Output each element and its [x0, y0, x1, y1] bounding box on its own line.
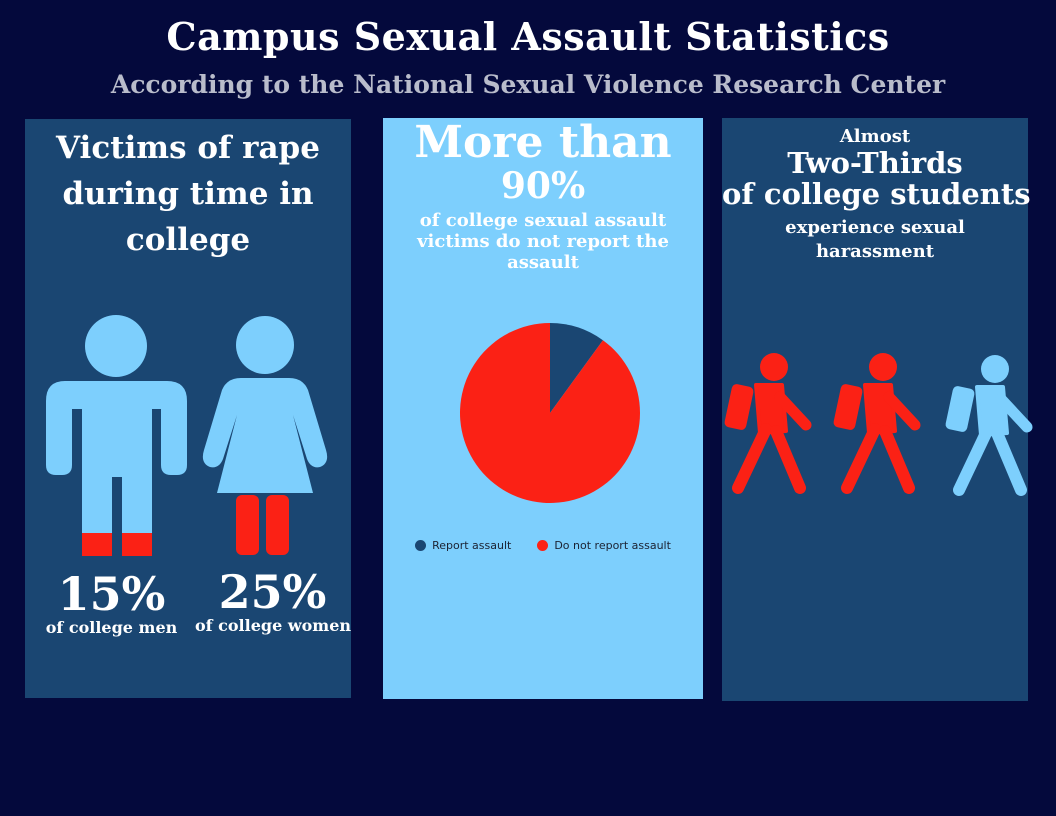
legend-swatch-not-report	[537, 540, 549, 551]
legend-item-not-report: Do not report assault	[537, 539, 671, 552]
legend-swatch-report	[415, 540, 427, 551]
harassment-lead: Almost	[839, 126, 911, 147]
female-victim-share-fill	[236, 495, 259, 555]
men-percent: 15%	[57, 567, 166, 621]
rape-victims-panel: Victims of rape during time in college 1…	[25, 119, 351, 698]
legend-label-report: Report assault	[432, 539, 512, 552]
women-stat: 25% of college women	[195, 565, 351, 635]
student-walking-icon	[724, 353, 812, 494]
pie-slice-not-report	[460, 323, 640, 504]
students-graphic	[724, 353, 1033, 496]
men-stat: 15% of college men	[39, 569, 184, 637]
student-walking-icon	[833, 353, 921, 494]
student-walking-icon	[945, 355, 1033, 496]
male-figure-icon	[46, 315, 187, 556]
reporting-lead: More than	[414, 117, 672, 168]
female-figure-icon	[202, 316, 328, 555]
legend-label-not-report: Do not report assault	[554, 539, 671, 552]
pie-chart	[460, 323, 640, 504]
harassment-body: experience sexual harassment	[785, 217, 965, 262]
reporting-percent: 90%	[500, 165, 586, 207]
harassment-panel: Almost Two-Thirds of college students ex…	[722, 118, 1033, 701]
rape-victims-heading: Victims of rape during time in college	[56, 130, 320, 258]
harassment-highlight: Two-Thirds	[787, 146, 963, 180]
men-caption: of college men	[45, 618, 178, 637]
pie-legend: Report assault Do not report assault	[383, 539, 703, 552]
harassment-line: of college students	[722, 177, 1031, 211]
women-caption: of college women	[195, 616, 351, 635]
gender-figures-graphic	[46, 315, 328, 556]
page-subtitle: According to the National Sexual Violenc…	[110, 70, 946, 99]
women-percent: 25%	[218, 565, 327, 619]
reporting-panel: More than 90% of college sexual assault …	[383, 118, 703, 699]
pie-slice-report	[550, 323, 603, 413]
reporting-body: of college sexual assault victims do not…	[417, 210, 669, 273]
male-victim-share-fill	[82, 533, 112, 556]
page-title: Campus Sexual Assault Statistics	[166, 14, 890, 59]
legend-item-report: Report assault	[415, 539, 511, 552]
